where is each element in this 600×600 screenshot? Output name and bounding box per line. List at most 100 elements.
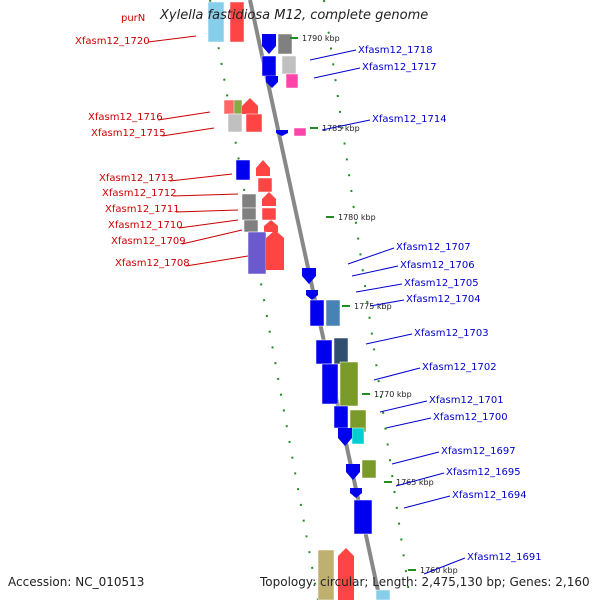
- gene-label-right: Xfasm12_1695: [446, 467, 521, 478]
- gene-arrow: [302, 268, 316, 284]
- gene-label-right: Xfasm12_1701: [429, 395, 504, 406]
- gene-label-right: Xfasm12_1704: [406, 294, 481, 305]
- scale-tick-label: 1760 kbp: [420, 566, 458, 575]
- gene-label-right: Xfasm12_1706: [400, 260, 475, 271]
- label-leader: [313, 67, 361, 79]
- label-leader: [309, 49, 357, 61]
- gene-box: [293, 127, 307, 137]
- scale-tick-label: 1770 kbp: [374, 390, 412, 399]
- gene-box: [285, 73, 299, 89]
- gene-label-left: Xfasm12_1711: [105, 204, 180, 215]
- label-leader: [321, 119, 371, 131]
- gene-label-left: Xfasm12_1713: [99, 173, 174, 184]
- gene-box: [233, 99, 243, 115]
- gene-box: [227, 113, 243, 133]
- gene-label-left: Xfasm12_1710: [108, 220, 183, 231]
- scale-tick-label: 1790 kbp: [302, 34, 340, 43]
- gene-labels: Xfasm12_1720 Xfasm12_1716 Xfasm12_1715 Xfas…: [75, 36, 542, 563]
- label-leader: [147, 35, 197, 43]
- label-leader: [391, 451, 440, 465]
- gene-box: [339, 361, 359, 407]
- gene-label-left: Xfasm12_1720: [75, 36, 150, 47]
- gene-box: [207, 1, 225, 43]
- gene-features: [207, 1, 391, 600]
- gene-arrow: [242, 98, 258, 114]
- gene-label-left: Xfasm12_1709: [111, 236, 186, 247]
- genome-summary: Topology: circular; Length: 2,475,130 bp…: [260, 575, 590, 589]
- gene-box: [247, 231, 267, 275]
- gene-arrow: [276, 130, 288, 136]
- gene-label-right: Xfasm12_1702: [422, 362, 497, 373]
- scale-tick-label: 1775 kbp: [354, 302, 392, 311]
- gene-box: [351, 427, 365, 445]
- gene-box: [333, 405, 349, 429]
- gene-label-right: Xfasm12_1717: [362, 62, 437, 73]
- gene-box: [317, 549, 335, 600]
- label-leader: [178, 219, 239, 229]
- label-leader: [181, 229, 243, 245]
- gene-arrow: [262, 192, 276, 206]
- gene-box: [241, 207, 257, 221]
- gene-box: [241, 193, 257, 209]
- label-leader: [169, 173, 233, 182]
- gene-label-left: Xfasm12_1715: [91, 128, 166, 139]
- gene-label-left: Xfasm12_1708: [115, 258, 190, 269]
- gene-label-right: Xfasm12_1707: [396, 242, 471, 253]
- label-leader: [351, 265, 399, 277]
- scale-tick-label: 1765 kbp: [396, 478, 434, 487]
- gene-box: [243, 219, 259, 233]
- map-title: Xylella fastidiosa M12, complete genome: [160, 8, 429, 23]
- gene-arrow: [346, 464, 360, 480]
- purn-label: purN: [121, 13, 146, 24]
- gene-label-left: Xfasm12_1712: [102, 188, 177, 199]
- gene-label-right: Xfasm12_1700: [433, 412, 508, 423]
- dotted-guides: [209, 0, 411, 600]
- label-leader: [175, 209, 239, 213]
- gene-box: [229, 1, 245, 43]
- label-leader: [373, 367, 421, 381]
- gene-box: [281, 55, 297, 75]
- gene-box: [321, 363, 339, 405]
- gene-box: [353, 499, 373, 535]
- gene-label-right: Xfasm12_1718: [358, 45, 433, 56]
- gene-arrow: [262, 34, 276, 54]
- label-leaders: [147, 35, 466, 575]
- gene-box: [325, 299, 341, 327]
- gene-label-right: Xfasm12_1705: [404, 278, 479, 289]
- label-leader: [365, 333, 413, 345]
- gene-arrow: [338, 428, 352, 446]
- label-leader: [395, 472, 445, 487]
- label-leader: [423, 557, 466, 575]
- gene-arrow: [306, 290, 318, 300]
- gene-arrow: [256, 160, 270, 176]
- label-leader: [172, 193, 239, 197]
- gene-arrow: [338, 548, 354, 600]
- gene-arrow: [266, 76, 278, 88]
- gene-label-left: Xfasm12_1716: [88, 112, 163, 123]
- gene-arrow: [266, 230, 284, 270]
- label-leader: [369, 299, 405, 307]
- gene-arrow: [350, 488, 362, 498]
- label-leader: [379, 400, 428, 413]
- scale-tick-label: 1780 kbp: [338, 213, 376, 222]
- gene-box: [261, 207, 277, 221]
- label-leader: [355, 283, 403, 293]
- gene-label-right: Xfasm12_1691: [467, 552, 542, 563]
- gene-label-right: Xfasm12_1703: [414, 328, 489, 339]
- scale-ticks: 1790 kbp 1785 kbp 1780 kbp 1775 kbp 1770 kbp…: [290, 34, 458, 575]
- gene-box: [309, 299, 325, 327]
- gene-box: [245, 113, 263, 133]
- gene-box: [333, 337, 349, 365]
- label-leader: [347, 247, 395, 265]
- label-leader: [403, 495, 451, 509]
- gene-box: [235, 159, 251, 181]
- scale-tick-label: 1785 kbp: [322, 124, 360, 133]
- dotted-guide: [209, 0, 319, 600]
- gene-box: [361, 459, 377, 479]
- gene-arrow: [264, 220, 278, 232]
- label-leader: [157, 111, 211, 121]
- gene-label-right: Xfasm12_1694: [452, 490, 527, 501]
- gene-box: [315, 339, 333, 365]
- gene-label-right: Xfasm12_1697: [441, 446, 516, 457]
- gene-box: [375, 589, 391, 600]
